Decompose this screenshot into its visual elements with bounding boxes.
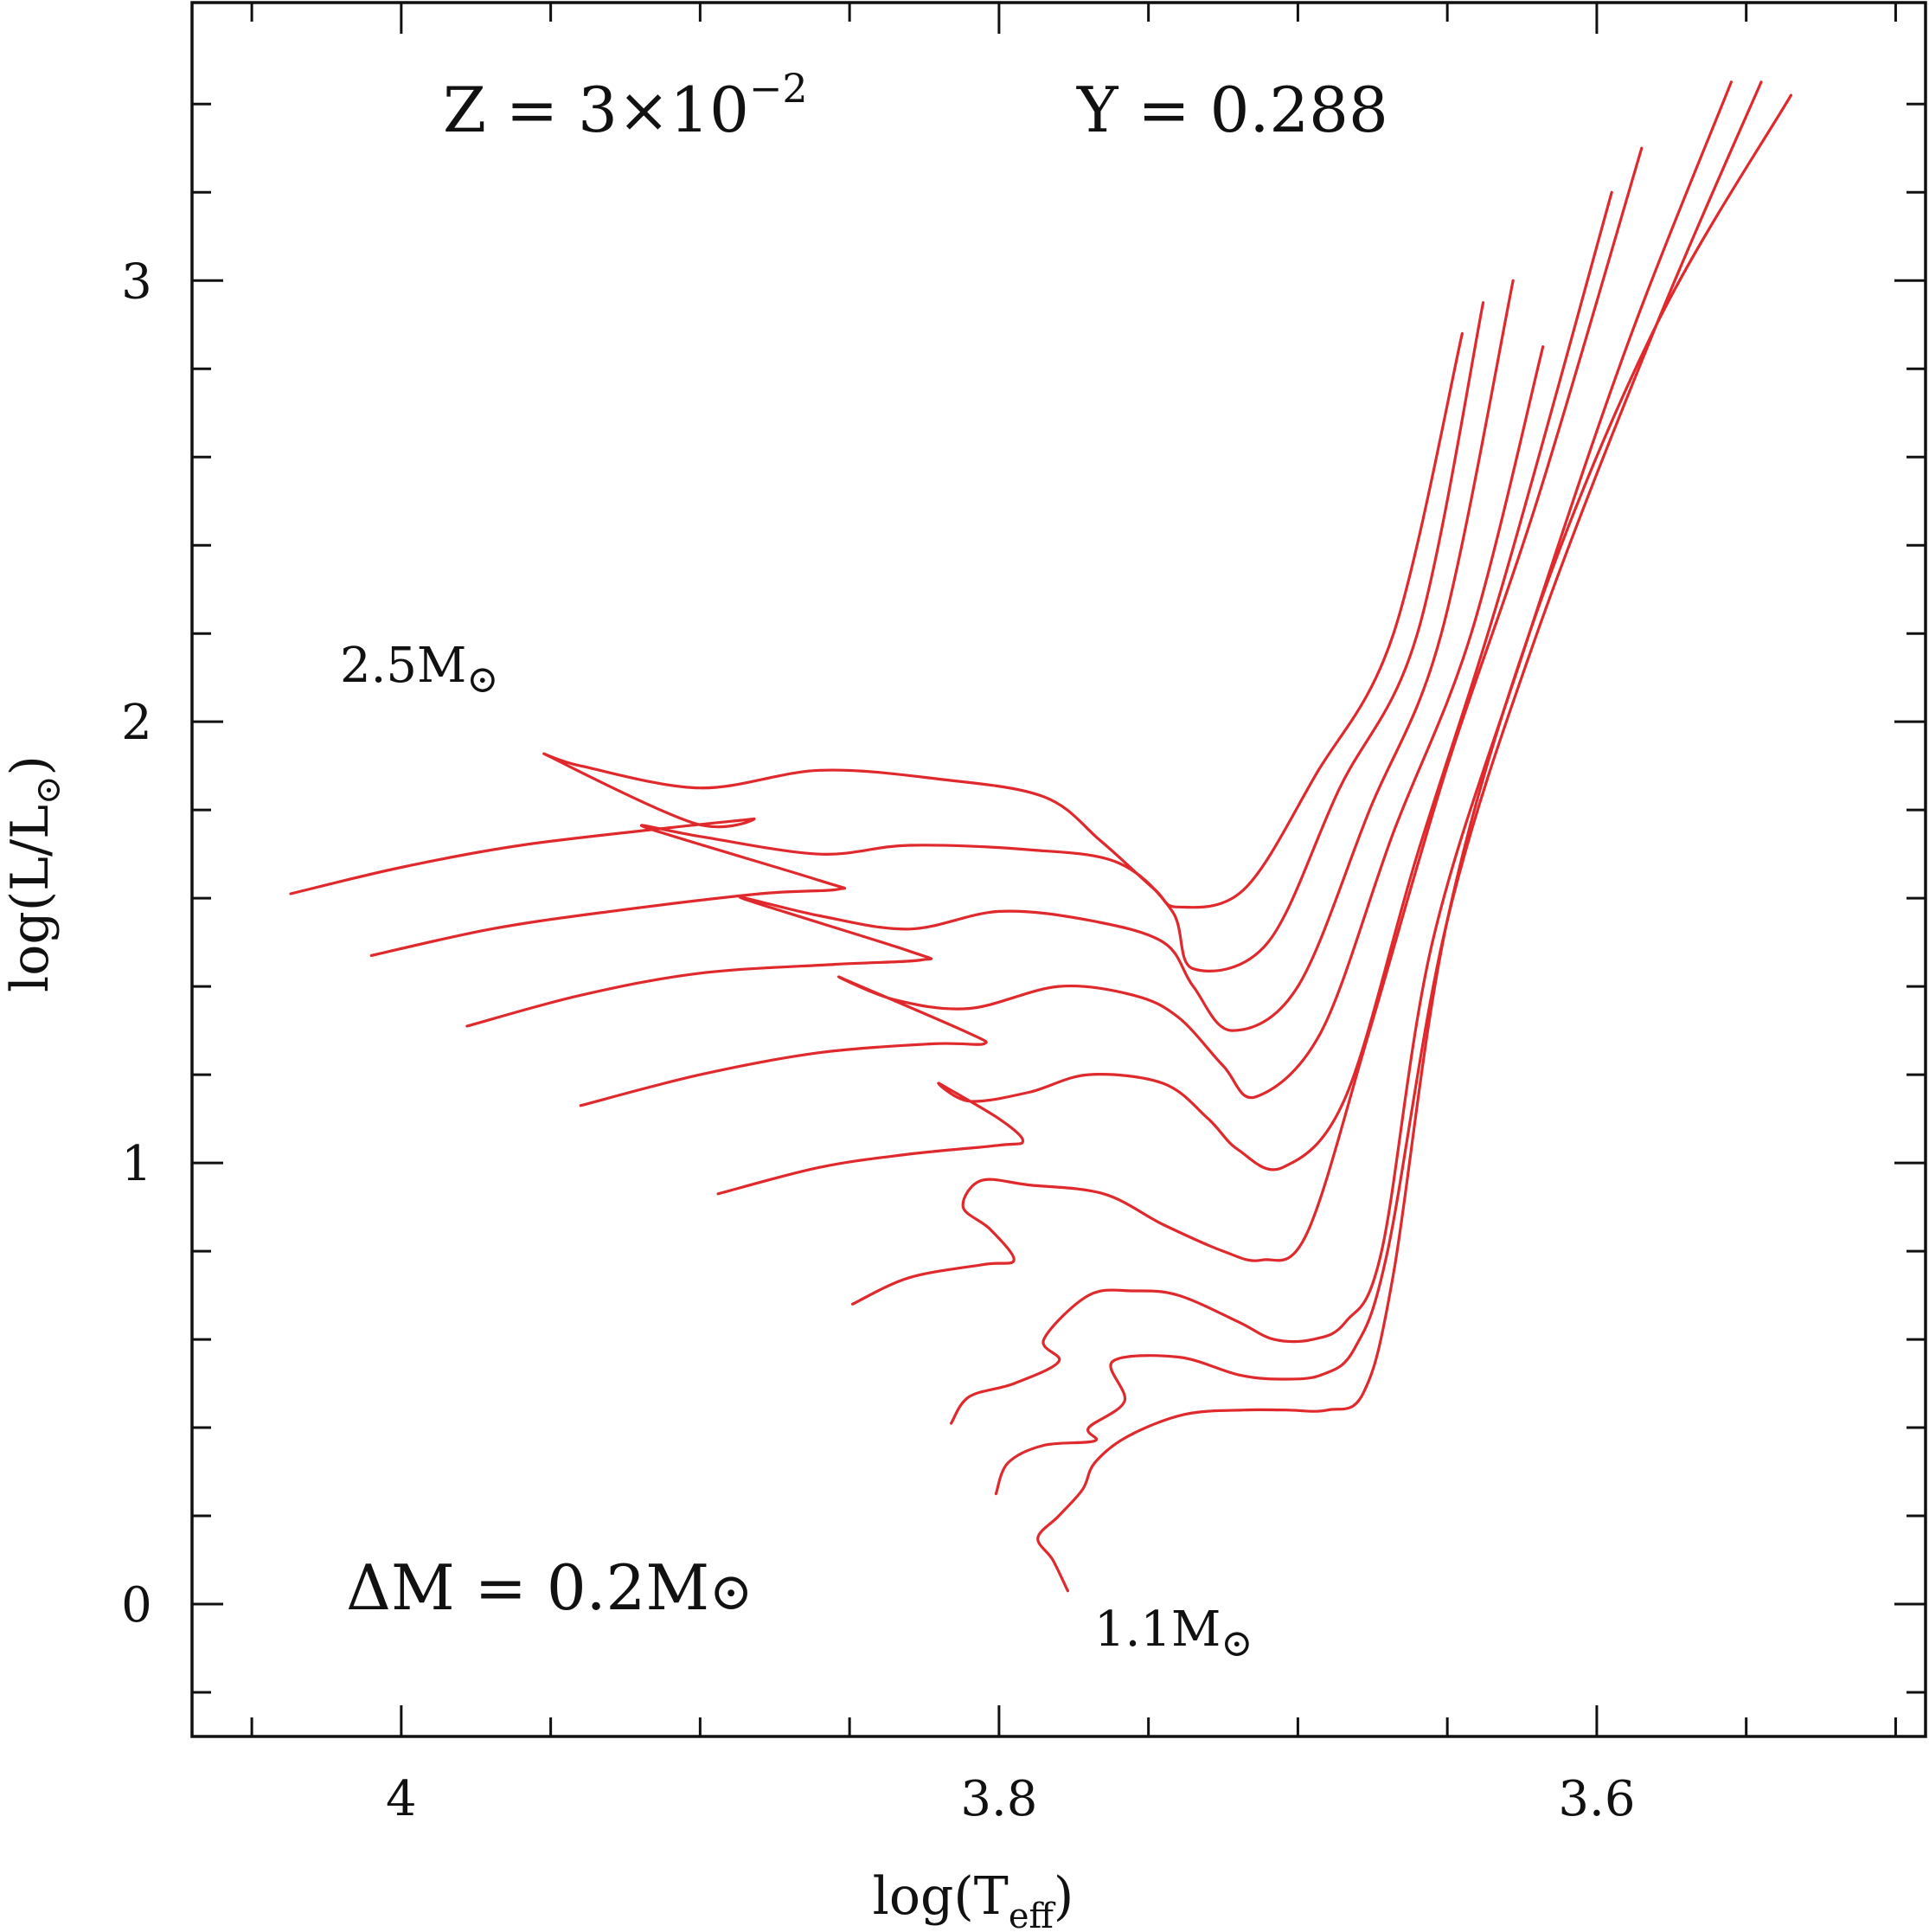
- mass-step-value: ΔM = 0.2M: [346, 1551, 709, 1624]
- track-1.5-msun: [851, 146, 1644, 1306]
- top-mass-label: 2.5M⊙: [340, 638, 498, 702]
- x-axis-label: log(Teff): [873, 1866, 1074, 1932]
- track-1.7-msun: [716, 190, 1613, 1196]
- track-1.4-msun: [950, 80, 1733, 1425]
- track-1.3-msun: [994, 80, 1763, 1496]
- helium-label: Y = 0.288: [1076, 74, 1388, 146]
- track-1.1-msun: [1036, 93, 1793, 1593]
- x-tick-label: 3.8: [960, 1771, 1037, 1827]
- track-1.9-msun: [579, 345, 1545, 1107]
- x-tick-label: 4: [386, 1771, 417, 1827]
- bottom-mass-value: 1.1M: [1094, 1601, 1221, 1658]
- bottom-mass-label: 1.1M⊙: [1094, 1601, 1253, 1666]
- axis-ticks: [192, 3, 1926, 1736]
- metallicity-label: Z = 3×10−2: [443, 65, 808, 146]
- y-tick-label: 1: [121, 1136, 152, 1192]
- y-tick-labels: 0 1 2 3: [121, 254, 152, 1634]
- x-tick-label: 3.6: [1558, 1771, 1635, 1827]
- metallicity-exponent: −2: [749, 65, 808, 112]
- x-tick-labels: 4 3.8 3.6: [386, 1771, 1635, 1827]
- y-tick-label: 2: [121, 695, 152, 751]
- mass-step-label: ΔM = 0.2M⊙: [346, 1551, 753, 1624]
- y-tick-label: 3: [121, 254, 152, 310]
- evolutionary-tracks: [289, 80, 1793, 1593]
- track-2.3-msun: [369, 301, 1485, 972]
- y-axis-label: log(L/L⊙): [0, 755, 68, 992]
- plot-frame: [190, 1, 1927, 1738]
- track-2.1-msun: [465, 279, 1515, 1032]
- y-tick-label: 0: [121, 1577, 152, 1634]
- metallicity-value: Z = 3×10: [443, 74, 749, 146]
- top-mass-value: 2.5M: [340, 638, 466, 694]
